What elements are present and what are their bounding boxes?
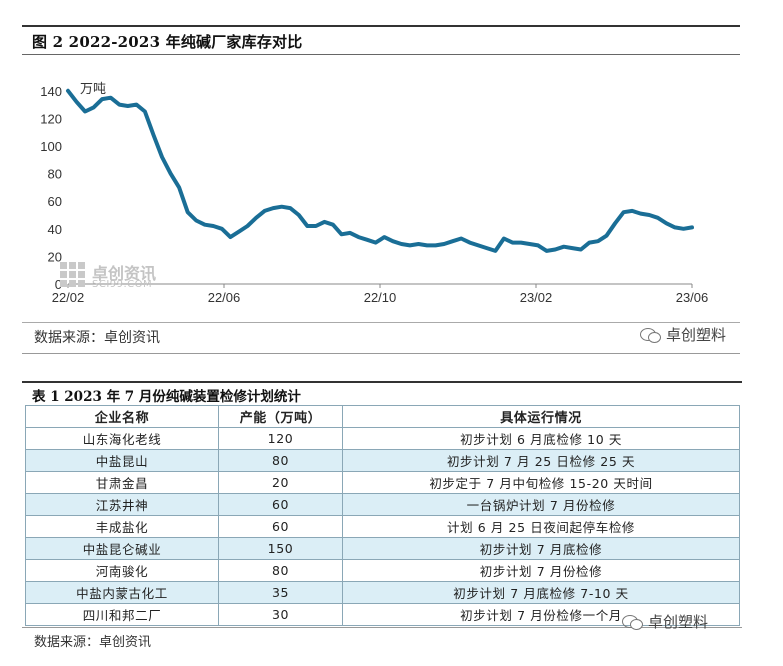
- cell-capacity: 120: [218, 427, 343, 450]
- sci99-logo-icon: [60, 262, 86, 288]
- y-tick-label: 40: [48, 222, 62, 237]
- x-tick-label: 22/06: [208, 290, 241, 305]
- cell-capacity: 60: [218, 515, 343, 538]
- inventory-line-chart: 0 20 40 60 80 100 120 140 万吨 22/02 22/06 22/10 23/02…: [40, 82, 709, 305]
- wechat-watermark: 卓创塑料: [639, 324, 726, 345]
- cell-capacity: 80: [218, 449, 343, 472]
- cell-company: 中盐内蒙古化工: [25, 581, 219, 604]
- cell-capacity: 35: [218, 581, 343, 604]
- table-row: 山东海化老线 120 初步计划 6 月底检修 10 天: [25, 427, 740, 450]
- maintenance-table: 企业名称 产能（万吨） 具体运行情况 山东海化老线 120 初步计划 6 月底检…: [25, 405, 740, 626]
- table-row: 甘肃金昌 20 初步定于 7 月中旬检修 15-20 天时间: [25, 471, 740, 494]
- cell-status: 初步定于 7 月中旬检修 15-20 天时间: [342, 471, 740, 494]
- cell-status: 初步计划 7 月底检修: [342, 537, 740, 560]
- y-tick-label: 80: [48, 167, 62, 182]
- x-tick-label: 23/06: [676, 290, 709, 305]
- cell-company: 山东海化老线: [25, 427, 219, 450]
- table-title: 表 1 2023 年 7 月份纯碱装置检修计划统计: [32, 389, 301, 405]
- sci99-watermark: 卓创资讯 SCI99.COM: [60, 260, 190, 292]
- y-axis-unit-label: 万吨: [80, 82, 106, 97]
- cell-status: 初步计划 7 月 25 日检修 25 天: [342, 449, 740, 472]
- y-tick-label: 20: [48, 249, 62, 264]
- x-tick-label: 23/02: [520, 290, 553, 305]
- table-wechat-watermark: 卓创塑料: [622, 611, 708, 632]
- cell-status: 初步计划 7 月份检修: [342, 559, 740, 582]
- sci99-watermark-en: SCI99.COM: [92, 279, 153, 290]
- table-wechat-watermark-text: 卓创塑料: [648, 613, 709, 631]
- table-row: 江苏井神 60 一台锅炉计划 7 月份检修: [25, 493, 740, 516]
- cell-company: 中盐昆仑碱业: [25, 537, 219, 560]
- y-tick-label: 60: [48, 194, 62, 209]
- figure-title: 图 2 2022-2023 年纯碱厂家库存对比: [32, 33, 303, 51]
- y-tick-label: 100: [40, 139, 62, 154]
- x-tick-label: 22/10: [364, 290, 397, 305]
- table-source-divider: [22, 627, 742, 628]
- series-line: [66, 88, 694, 253]
- table-row: 丰成盐化 60 计划 6 月 25 日夜间起停车检修: [25, 515, 740, 538]
- source-divider: [22, 322, 740, 323]
- wechat-watermark-text: 卓创塑料: [665, 326, 726, 344]
- cell-capacity: 30: [218, 603, 343, 626]
- table-row: 中盐昆仑碱业 150 初步计划 7 月底检修: [25, 537, 740, 560]
- y-tick-label: 120: [40, 111, 62, 126]
- table-row: 中盐内蒙古化工 35 初步计划 7 月底检修 7-10 天: [25, 581, 740, 604]
- table-source: 数据来源：卓创资讯: [34, 635, 152, 650]
- cell-status: 初步计划 6 月底检修 10 天: [342, 427, 740, 450]
- header-capacity: 产能（万吨）: [218, 405, 343, 428]
- cell-capacity: 150: [218, 537, 343, 560]
- wechat-icon: [639, 327, 662, 343]
- cell-status: 一台锅炉计划 7 月份检修: [342, 493, 740, 516]
- cell-capacity: 20: [218, 471, 343, 494]
- table-row: 中盐昆山 80 初步计划 7 月 25 日检修 25 天: [25, 449, 740, 472]
- cell-company: 甘肃金昌: [25, 471, 219, 494]
- header-status: 具体运行情况: [342, 405, 740, 428]
- x-tick-label: 22/02: [52, 290, 85, 305]
- y-tick-label: 0: [55, 277, 62, 292]
- table-row: 河南骏化 80 初步计划 7 月份检修: [25, 559, 740, 582]
- cell-status: 计划 6 月 25 日夜间起停车检修: [342, 515, 740, 538]
- cell-capacity: 60: [218, 493, 343, 516]
- cell-company: 江苏井神: [25, 493, 219, 516]
- cell-capacity: 80: [218, 559, 343, 582]
- title-divider: [22, 54, 740, 55]
- cell-company: 丰成盐化: [25, 515, 219, 538]
- sci99-watermark-cn: 卓创资讯: [92, 264, 157, 283]
- figure-panel: 图 2 2022-2023 年纯碱厂家库存对比 0 20 40 60 80 100 120 1…: [22, 25, 740, 354]
- table-header-row: 企业名称 产能（万吨） 具体运行情况: [25, 405, 740, 428]
- cell-company: 河南骏化: [25, 559, 219, 582]
- cell-company: 中盐昆山: [25, 449, 219, 472]
- header-company: 企业名称: [25, 405, 219, 428]
- table-panel: 表 1 2023 年 7 月份纯碱装置检修计划统计 企业名称 产能（万吨） 具体…: [22, 381, 742, 653]
- figure-source: 数据来源：卓创资讯: [34, 330, 160, 346]
- cell-company: 四川和邦二厂: [25, 603, 219, 626]
- cell-status: 初步计划 7 月底检修 7-10 天: [342, 581, 740, 604]
- wechat-icon: [622, 614, 644, 630]
- y-tick-label: 140: [40, 84, 62, 99]
